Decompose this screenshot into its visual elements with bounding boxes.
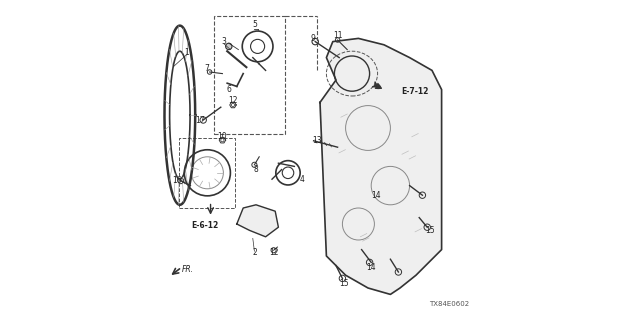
Text: 7: 7 — [204, 64, 209, 73]
Text: 3: 3 — [221, 37, 227, 46]
Circle shape — [226, 43, 232, 50]
Text: 17: 17 — [195, 116, 205, 124]
Text: 16: 16 — [172, 176, 182, 185]
Text: 10: 10 — [218, 132, 227, 140]
Text: E-7-12: E-7-12 — [402, 87, 429, 96]
Text: 15: 15 — [339, 279, 349, 288]
Polygon shape — [320, 38, 442, 294]
Text: 12: 12 — [269, 248, 278, 257]
Text: 15: 15 — [426, 226, 435, 235]
Text: 8: 8 — [253, 165, 259, 174]
Text: 2: 2 — [252, 248, 257, 257]
Text: 14: 14 — [371, 191, 381, 200]
Text: FR.: FR. — [182, 265, 194, 274]
Text: 1: 1 — [184, 48, 189, 57]
Text: 13: 13 — [312, 136, 322, 145]
Text: TX84E0602: TX84E0602 — [429, 301, 468, 307]
Text: 6: 6 — [227, 85, 231, 94]
Text: 9: 9 — [311, 34, 316, 43]
Text: 5: 5 — [252, 20, 257, 28]
Polygon shape — [237, 205, 278, 237]
Text: 11: 11 — [333, 31, 343, 40]
Text: E-6-12: E-6-12 — [191, 221, 218, 230]
Text: 4: 4 — [300, 175, 305, 184]
Text: 14: 14 — [366, 263, 376, 272]
Text: 12: 12 — [228, 96, 237, 105]
